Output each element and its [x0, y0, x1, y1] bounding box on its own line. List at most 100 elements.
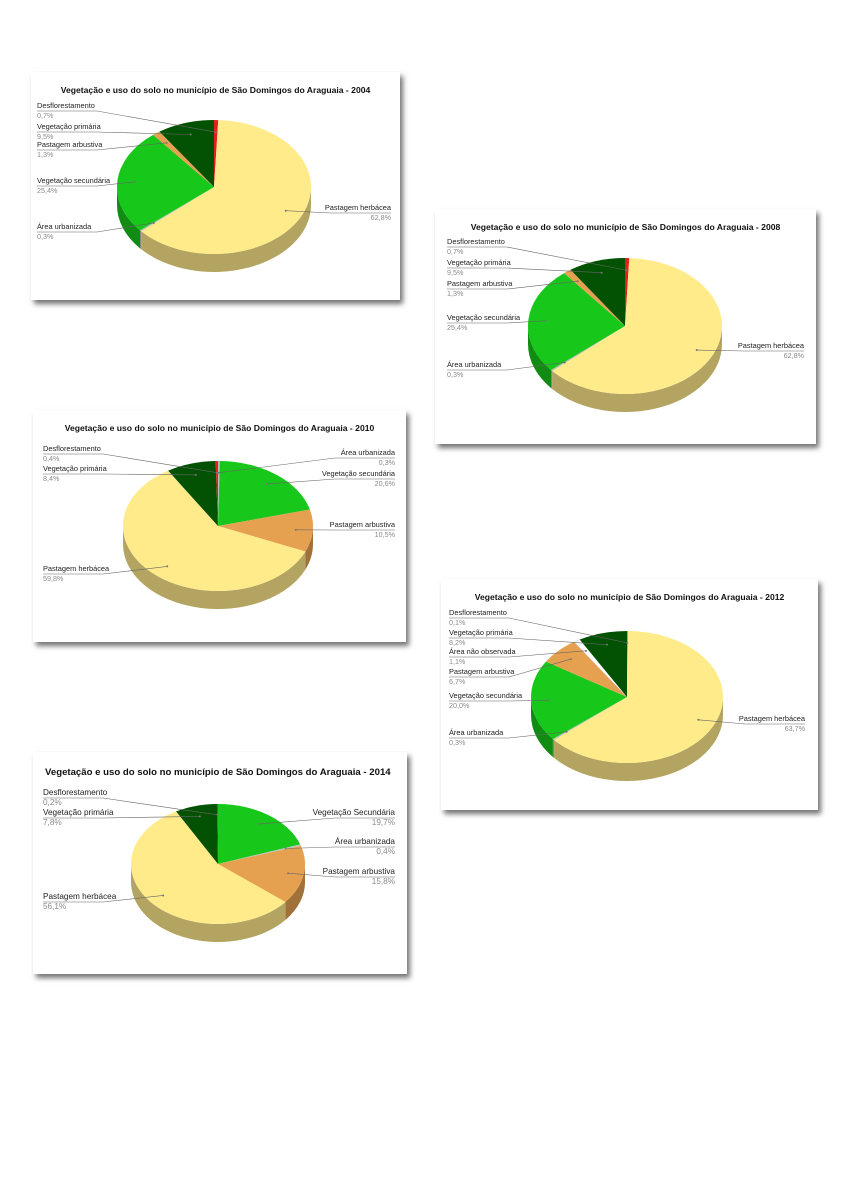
pie-slice-area-urbanizada-2008 — [551, 326, 625, 371]
value-area-nao-observada-2012: 1,1% — [449, 657, 466, 666]
pie-slice-vegetacao-secundaria-2004 — [116, 134, 214, 231]
value-area-urbanizada-2012: 0,3% — [449, 738, 466, 747]
leader-line-pastagem-herbacea-2004 — [285, 210, 391, 214]
pie-slice-pastagem-herbacea-2012 — [554, 631, 723, 763]
pie-slice-area-urbanizada-2014 — [218, 844, 301, 864]
value-vegetacao-secundaria-2012: 20,0% — [449, 701, 470, 710]
chart-card-2012: Desflorestamento 0,1% Pastagem herbácea 63,… — [441, 579, 818, 810]
leader-line-vegetacao-secundaria-2008 — [447, 320, 546, 324]
pie-slice-pastagem-arbustiva-2012 — [545, 641, 627, 697]
leader-line-pastagem-arbustiva-2004 — [37, 142, 167, 151]
leader-dot-vegetacao-secundaria-2008 — [544, 319, 547, 322]
chart-card-2014: Vegetação Secundária 19,7% Área urbanizada… — [33, 752, 407, 974]
value-pastagem-arbustiva-2014: 15,8% — [372, 877, 395, 886]
value-desflorestamento-2014: 0,2% — [43, 798, 62, 807]
pie-side-vegetacao-secundaria-2012 — [531, 697, 553, 757]
leader-dot-vegetacao-secundaria-2012 — [547, 699, 550, 702]
leader-dot-area-nao-observada-2012 — [584, 649, 587, 652]
pie-slice-vegetacao-primaria-2012 — [579, 631, 627, 697]
leader-dot-desflorestamento-2012 — [626, 641, 629, 644]
leader-line-vegetacao-secundaria-2012 — [449, 700, 549, 702]
leader-dot-desflorestamento-2008 — [625, 269, 628, 272]
label-vegetacao-secundaria-2012: Vegetação secundária — [449, 691, 523, 700]
leader-line-vegetacao-secundaria-2010 — [266, 478, 395, 485]
leader-dot-area-urbanizada-2008 — [563, 361, 566, 364]
leader-line-pastagem-herbacea-2010 — [43, 566, 168, 575]
pie-side-pastagem-herbacea-2014 — [131, 864, 286, 942]
pie-side-vegetacao-secundaria-2004 — [117, 187, 141, 249]
value-area-urbanizada-2004: 0,3% — [37, 232, 54, 241]
leader-line-area-urbanizada-2012 — [449, 731, 567, 739]
label-pastagem-herbacea-2004: Pastagem herbácea — [325, 203, 392, 212]
leader-line-area-nao-observada-2012 — [449, 650, 586, 658]
leader-line-area-urbanizada-2010 — [218, 457, 395, 473]
label-area-urbanizada-2012: Área urbanizada — [449, 728, 504, 737]
label-pastagem-arbustiva-2004: Pastagem arbustiva — [37, 140, 103, 149]
label-desflorestamento-2010: Desflorestamento — [43, 444, 101, 453]
value-vegetacao-primaria-2010: 8,4% — [43, 474, 60, 483]
label-area-nao-observada-2012: Área não observada — [449, 647, 516, 656]
leader-line-desflorestamento-2014 — [43, 797, 218, 816]
leader-line-area-urbanizada-2014 — [285, 846, 395, 849]
leader-dot-vegetacao-primaria-2014 — [198, 815, 201, 818]
leader-dot-pastagem-herbacea-2012 — [697, 718, 700, 721]
leader-line-vegetacao-primaria-2012 — [449, 637, 607, 645]
pie-slice-vegetacao-primaria-2004 — [159, 120, 214, 187]
leader-dot-vegetacao-primaria-2004 — [189, 133, 192, 136]
value-vegetacao-secundaria-2004: 25,4% — [37, 186, 58, 195]
pie-depth-2012 — [531, 697, 723, 782]
pie-side-pastagem-herbacea-2004 — [141, 187, 311, 272]
label-pastagem-arbustiva-2010: Pastagem arbustiva — [330, 520, 396, 529]
pie-slice-vegetacao-primaria-2010 — [168, 461, 218, 526]
pie-slice-desflorestamento-2014 — [216, 804, 218, 864]
pie-side-pastagem-herbacea-2012 — [554, 697, 723, 782]
leader-line-pastagem-arbustiva-2008 — [447, 280, 578, 290]
leader-dot-pastagem-herbacea-2004 — [284, 209, 287, 212]
leader-dot-area-urbanizada-2014 — [284, 847, 287, 850]
label-area-urbanizada-2010: Área urbanizada — [341, 448, 396, 457]
label-vegetacao-secundaria-2004: Vegetação secundária — [37, 176, 111, 185]
value-pastagem-arbustiva-2012: 6,7% — [449, 677, 466, 686]
label-pastagem-herbacea-2014: Pastagem herbácea — [43, 892, 117, 901]
leader-line-vegetacao-secundaria-2014 — [259, 817, 395, 825]
pie-side-pastagem-arbustiva-2014 — [285, 864, 305, 920]
leader-line-desflorestamento-2008 — [447, 246, 627, 271]
leader-dot-area-urbanizada-2004 — [152, 221, 155, 224]
chart-card-2004: Desflorestamento 0,7% Pastagem herbácea 62,… — [31, 72, 400, 300]
label-vegetacao-primaria-2004: Vegetação primária — [37, 122, 102, 131]
leader-line-pastagem-arbustiva-2012 — [449, 658, 571, 678]
chart-title-2008: Vegetação e uso do solo no município de … — [470, 222, 781, 232]
leader-dot-pastagem-herbacea-2010 — [166, 565, 169, 568]
label-area-urbanizada-2004: Área urbanizada — [37, 222, 92, 231]
label-vegetacao-secundaria-2010: Vegetação secundária — [322, 469, 396, 478]
pie-slice-pastagem-herbacea-2008 — [552, 258, 722, 394]
leader-dot-pastagem-arbustiva-2014 — [287, 872, 290, 875]
pie-slice-vegetacao-secundaria-2012 — [531, 661, 627, 739]
pie-slice-vegetacao-secundaria-2008 — [528, 273, 625, 370]
value-pastagem-herbacea-2008: 62,8% — [784, 351, 805, 360]
leader-line-area-urbanizada-2008 — [447, 362, 565, 371]
pie-slice-pastagem-arbustiva-2008 — [564, 269, 625, 326]
value-pastagem-herbacea-2012: 63,7% — [785, 724, 806, 733]
leader-line-vegetacao-primaria-2008 — [447, 267, 602, 274]
pie-slice-vegetacao-primaria-2008 — [570, 258, 625, 326]
value-vegetacao-primaria-2014: 7,8% — [43, 818, 62, 827]
leader-line-area-urbanizada-2004 — [37, 222, 154, 233]
value-pastagem-arbustiva-2008: 1,3% — [447, 289, 464, 298]
pie-slice-vegetacao-secundaria-2014 — [218, 804, 301, 864]
chart-title-2004: Vegetação e uso do solo no município de … — [60, 85, 371, 95]
chart-title-2012: Vegetação e uso do solo no município de … — [474, 592, 785, 602]
label-pastagem-arbustiva-2008: Pastagem arbustiva — [447, 279, 513, 288]
chart-card-2010: Área urbanizada 0,3% Vegetação secundária 2… — [33, 410, 406, 642]
label-desflorestamento-2014: Desflorestamento — [43, 788, 108, 797]
value-area-urbanizada-2010: 0,3% — [379, 458, 396, 467]
leader-dot-vegetacao-secundaria-2010 — [265, 483, 268, 486]
pie-slice-pastagem-arbustiva-2004 — [153, 131, 214, 187]
label-pastagem-herbacea-2012: Pastagem herbácea — [739, 714, 806, 723]
value-desflorestamento-2008: 0,7% — [447, 247, 464, 256]
pie-slice-desflorestamento-2010 — [215, 461, 218, 526]
pie-side-area-urbanizada-2012 — [552, 738, 555, 758]
leader-dot-vegetacao-primaria-2008 — [600, 271, 603, 274]
